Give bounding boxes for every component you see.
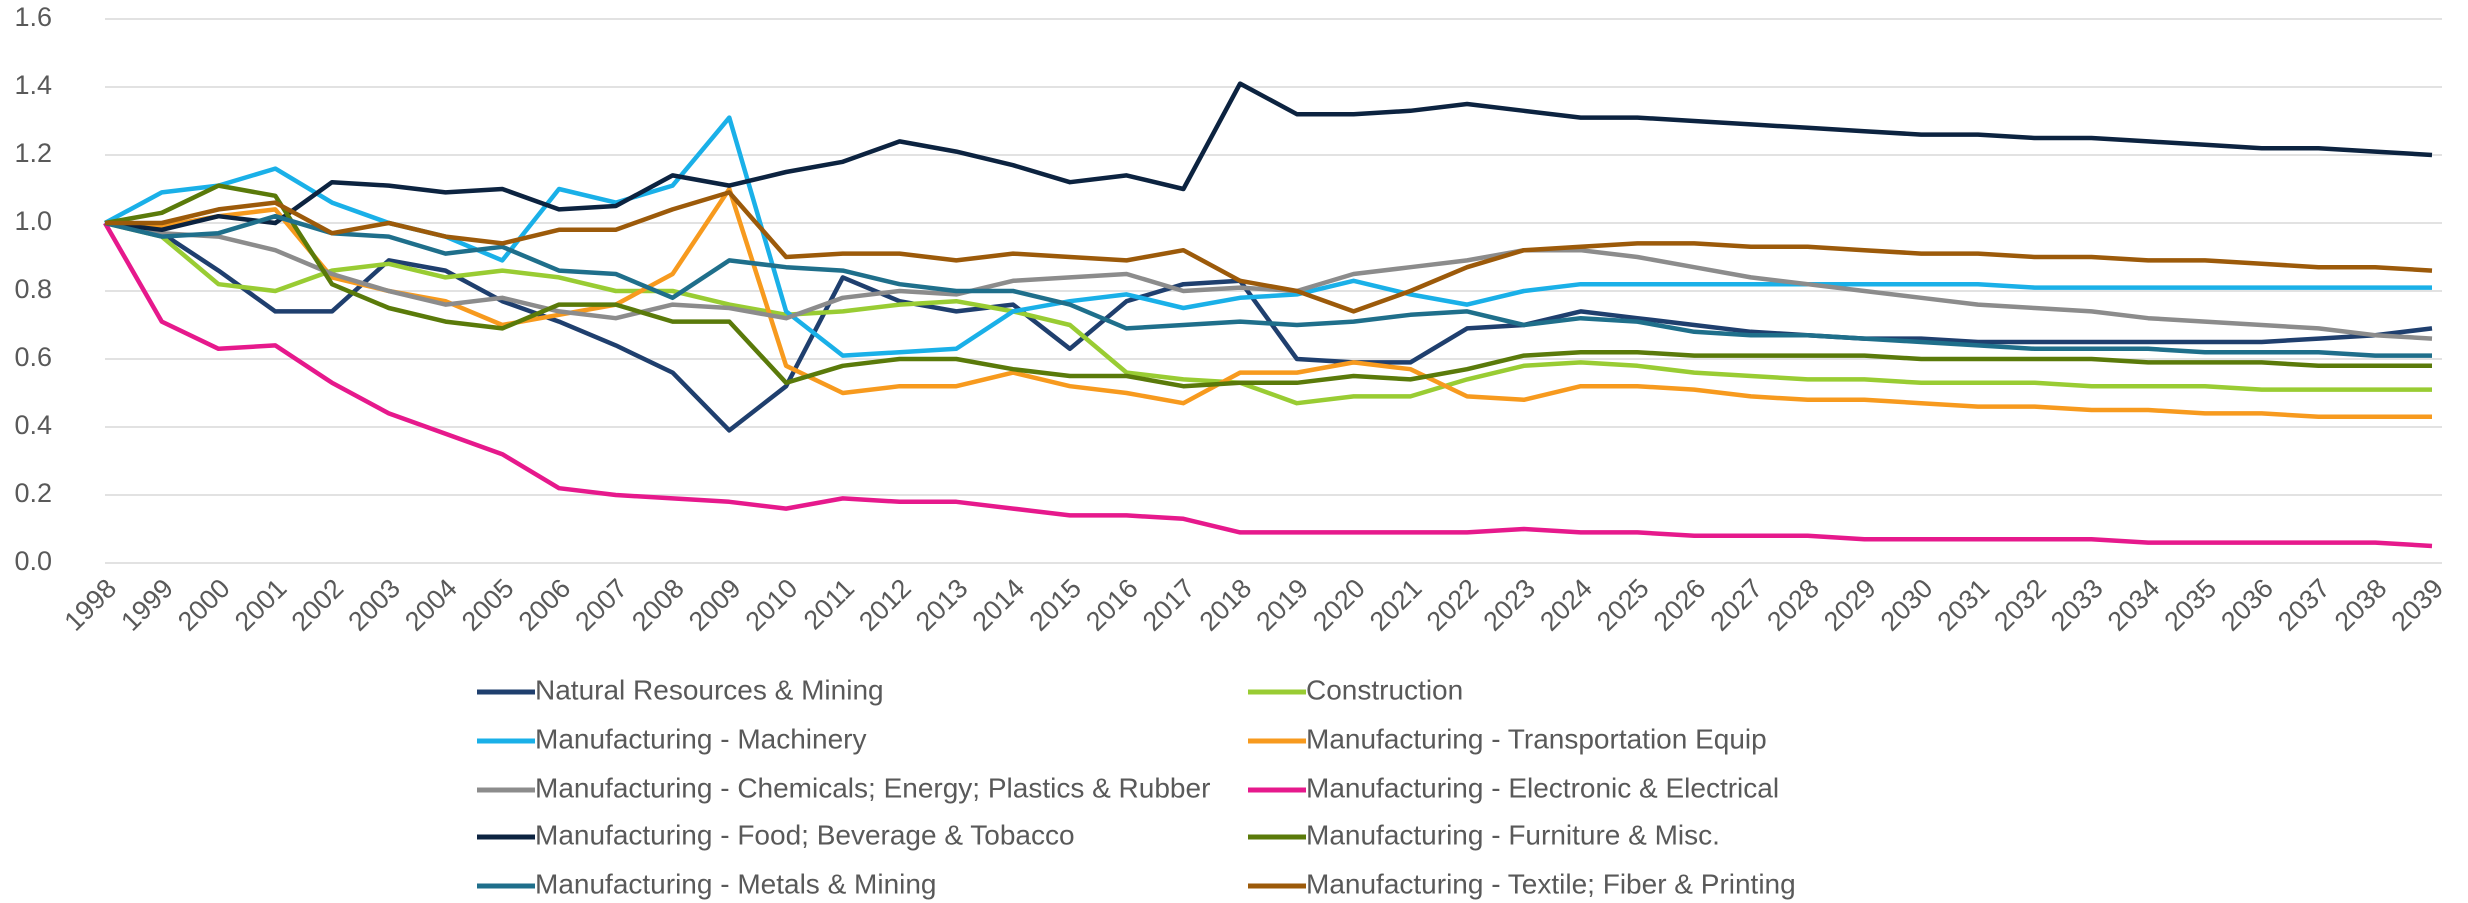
x-tick-label: 2006 xyxy=(513,573,577,637)
x-tick-label: 2012 xyxy=(853,573,917,637)
x-tick-label: 2028 xyxy=(1761,573,1825,637)
legend-label: Manufacturing - Transportation Equip xyxy=(1306,723,1767,754)
series-line xyxy=(104,186,2432,420)
legend-label: Manufacturing - Textile; Fiber & Printin… xyxy=(1306,868,1796,899)
y-tick-label: 1.2 xyxy=(14,138,52,168)
x-tick-label: 2036 xyxy=(2215,573,2279,637)
series-line xyxy=(104,220,2433,341)
x-tick-label: 2037 xyxy=(2272,573,2336,637)
series-line xyxy=(104,220,2432,406)
series-line xyxy=(103,221,2433,549)
legend-label: Manufacturing - Electronic & Electrical xyxy=(1306,772,1779,803)
x-tick-label: 2010 xyxy=(740,573,804,637)
x-tick-label: 2022 xyxy=(1421,573,1485,637)
x-tick-label: 2000 xyxy=(172,573,236,637)
x-tick-label: 2003 xyxy=(342,573,406,637)
x-tick-label: 2029 xyxy=(1818,573,1882,637)
x-tick-label: 2009 xyxy=(683,573,747,637)
x-tick-label: 2026 xyxy=(1648,573,1712,637)
x-tick-label: 2008 xyxy=(626,573,690,637)
x-tick-label: 2024 xyxy=(1534,573,1598,637)
x-tick-label: 2023 xyxy=(1477,573,1541,637)
series-line xyxy=(104,183,2432,389)
y-tick-label: 0.0 xyxy=(14,546,52,576)
x-tick-label: 2017 xyxy=(1137,573,1201,637)
x-tick-label: 2032 xyxy=(1988,573,2052,637)
x-tick-label: 2015 xyxy=(1023,573,1087,637)
series-line xyxy=(104,213,2432,358)
x-tick-label: 2027 xyxy=(1705,573,1769,637)
x-tick-label: 2018 xyxy=(1194,573,1258,637)
legend-label: Manufacturing - Furniture & Misc. xyxy=(1306,819,1720,850)
x-tick-label: 2007 xyxy=(569,573,633,637)
legend-label: Manufacturing - Machinery xyxy=(535,723,866,754)
series-line xyxy=(104,220,2433,433)
x-tick-label: 2013 xyxy=(910,573,974,637)
x-tick-label: 2021 xyxy=(1364,573,1428,637)
x-tick-label: 2034 xyxy=(2102,573,2166,637)
y-tick-label: 1.6 xyxy=(14,2,52,32)
x-tick-label: 2031 xyxy=(1932,573,1996,637)
y-tick-label: 0.8 xyxy=(14,274,52,304)
series-line xyxy=(105,190,2433,314)
x-tick-label: 2039 xyxy=(2386,573,2450,637)
x-tick-label: 2019 xyxy=(1250,573,1314,637)
x-tick-label: 2005 xyxy=(456,573,520,637)
legend-label: Construction xyxy=(1306,674,1463,705)
legend-label: Manufacturing - Food; Beverage & Tobacco xyxy=(535,819,1075,850)
y-tick-label: 1.4 xyxy=(14,70,52,100)
legend-label: Manufacturing - Metals & Mining xyxy=(535,868,937,899)
x-tick-label: 2020 xyxy=(1307,573,1371,637)
series-line xyxy=(104,81,2433,233)
y-tick-label: 1.0 xyxy=(14,206,52,236)
x-tick-label: 2001 xyxy=(229,573,293,637)
x-tick-label: 2030 xyxy=(1875,573,1939,637)
x-tick-label: 2035 xyxy=(2159,573,2223,637)
x-tick-label: 1999 xyxy=(115,573,179,637)
legend-label: Natural Resources & Mining xyxy=(535,674,884,705)
x-tick-label: 2014 xyxy=(967,573,1031,637)
x-tick-label: 2004 xyxy=(399,573,463,637)
series-line xyxy=(103,115,2432,358)
x-tick-label: 2038 xyxy=(2329,573,2393,637)
y-tick-label: 0.4 xyxy=(14,410,52,440)
x-tick-label: 2025 xyxy=(1591,573,1655,637)
y-tick-label: 0.2 xyxy=(14,478,52,508)
x-tick-label: 2011 xyxy=(798,573,860,635)
x-tick-label: 2016 xyxy=(1080,573,1144,637)
legend-label: Manufacturing - Chemicals; Energy; Plast… xyxy=(535,772,1210,803)
x-tick-label: 1998 xyxy=(59,573,123,637)
x-tick-label: 2002 xyxy=(286,573,350,637)
x-tick-label: 2033 xyxy=(2045,573,2109,637)
y-tick-label: 0.6 xyxy=(14,342,52,372)
